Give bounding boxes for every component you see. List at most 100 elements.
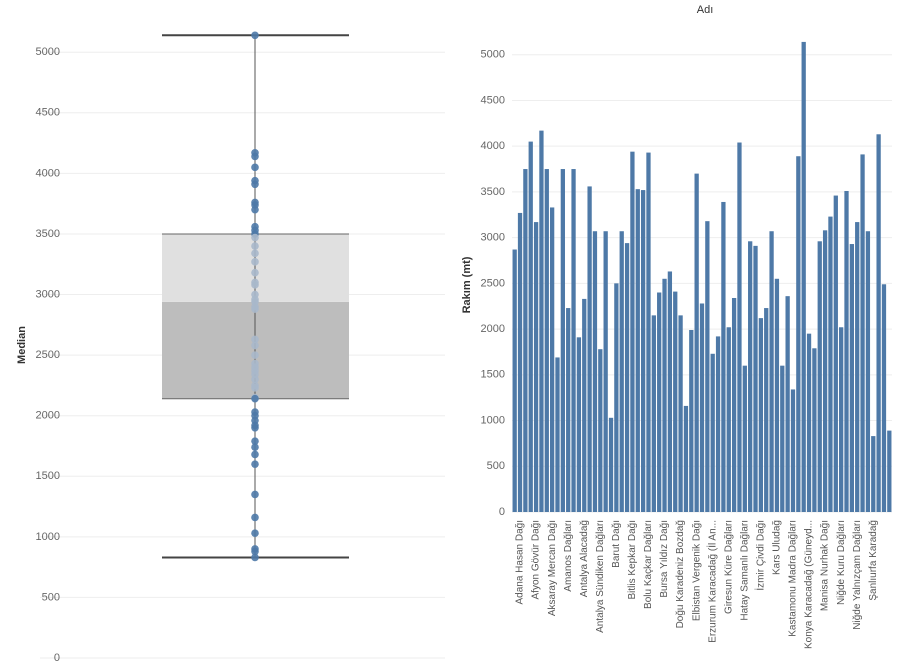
bar	[566, 308, 571, 512]
bar	[651, 315, 656, 512]
bar	[533, 222, 539, 512]
point	[251, 394, 259, 403]
bar	[806, 333, 812, 512]
bar	[576, 337, 582, 512]
bar	[790, 389, 796, 512]
bar	[608, 417, 614, 512]
x-tick-label: Barut Dağı	[611, 520, 622, 568]
bar	[619, 231, 624, 512]
y-axis-title: Rakım (mt)	[461, 256, 473, 313]
point	[251, 547, 259, 556]
bar	[887, 430, 892, 512]
bar	[630, 151, 635, 512]
y-tick-label: 4500	[481, 94, 505, 106]
x-tick-label: Erzurum Karacadağ (İl An...	[705, 520, 718, 643]
bar	[780, 365, 785, 512]
x-tick-label: Manisa Nurhak Dağı	[820, 520, 831, 611]
point	[251, 341, 259, 350]
bar	[726, 327, 731, 512]
x-tick-label: Şanlıurfa Karadağ	[868, 520, 879, 601]
bar	[871, 436, 876, 512]
bar	[731, 297, 737, 512]
y-tick-label: 4000	[481, 140, 505, 152]
x-tick-label: Doğu Karadeniz Bozdağ	[675, 520, 686, 628]
point	[251, 205, 259, 214]
bar	[555, 357, 560, 512]
bar	[528, 141, 533, 513]
x-tick-label: Giresun Küre Dağları	[723, 520, 734, 614]
point	[251, 351, 259, 359]
bar	[844, 190, 849, 512]
bar	[758, 318, 764, 512]
bar	[876, 134, 881, 512]
bar	[764, 308, 769, 512]
x-tick-label: Antalya Alacadağ	[579, 520, 590, 597]
x-tick-label: Antalya Sündiken Dağları	[595, 520, 606, 633]
y-tick-label: 5000	[481, 49, 505, 61]
point	[251, 384, 259, 392]
y-tick-label: 500	[487, 460, 505, 472]
bar	[587, 186, 592, 512]
x-tick-label: Aksaray Mercan Dağı	[547, 520, 558, 616]
point	[251, 281, 259, 289]
point	[251, 31, 259, 40]
bar	[539, 130, 544, 512]
y-tick-label: 3000	[36, 288, 60, 300]
point	[251, 163, 259, 172]
bar	[512, 249, 517, 512]
bar	[715, 336, 721, 512]
bar	[881, 284, 887, 512]
bar	[796, 156, 801, 512]
bar	[646, 152, 651, 512]
point	[251, 460, 259, 468]
x-tick-label: Bitlis Kepkar Dağı	[627, 520, 638, 599]
bar	[550, 207, 555, 512]
bar	[592, 231, 598, 512]
bar	[769, 231, 774, 512]
bar	[705, 221, 710, 512]
bar	[694, 173, 699, 513]
y-tick-label: 3500	[36, 228, 60, 240]
bar	[801, 41, 806, 513]
y-tick-label: 2000	[36, 410, 60, 422]
y-tick-label: 2500	[481, 277, 505, 289]
y-axis-title: Median	[16, 326, 28, 364]
x-tick-label: İzmir Çivdi Dağı	[754, 520, 767, 591]
bar	[737, 142, 742, 512]
point	[251, 268, 259, 277]
bar	[721, 201, 726, 512]
bar	[710, 353, 715, 512]
x-tick-label: Konya Karacadağ (Güneyd...	[804, 520, 815, 649]
point	[251, 529, 259, 538]
bar	[571, 169, 576, 513]
bar	[598, 349, 603, 512]
bar	[785, 296, 790, 512]
bar	[742, 365, 747, 512]
point	[251, 424, 259, 432]
bar	[603, 231, 608, 512]
y-tick-label: 2000	[481, 323, 505, 335]
bar	[812, 348, 817, 512]
y-tick-label: 0	[54, 652, 60, 664]
bar	[849, 244, 854, 512]
column-header: Adı	[697, 4, 714, 16]
bar	[614, 283, 619, 512]
bar	[774, 278, 780, 512]
point	[251, 553, 259, 562]
bar	[635, 189, 640, 512]
x-tick-label: Bolu Kaçkar Dağları	[643, 520, 654, 609]
x-tick-label: Bursa Yıldız Dağı	[659, 520, 670, 598]
y-tick-label: 0	[499, 506, 505, 518]
bar	[839, 327, 844, 512]
x-tick-label: Adana Hasan Dağı	[515, 520, 526, 605]
x-tick-label: Kars Uludağ	[772, 520, 783, 575]
x-tick-label: Niğde Kuru Dağları	[836, 520, 847, 605]
x-tick-label: Amanos Dağları	[563, 520, 574, 592]
bar	[748, 241, 753, 513]
bar	[865, 231, 871, 512]
point	[251, 180, 259, 189]
point	[251, 152, 259, 161]
bar	[817, 241, 822, 513]
point	[251, 443, 259, 451]
x-tick-label: Kastamonu Madra Dağları	[788, 520, 799, 637]
